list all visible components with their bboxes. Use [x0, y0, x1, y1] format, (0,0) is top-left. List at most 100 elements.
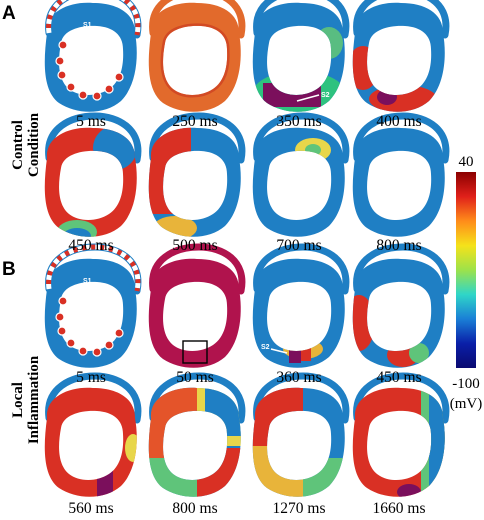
atrium-band: [149, 243, 246, 295]
wave-front: [377, 89, 397, 105]
wave-front: [305, 144, 321, 156]
condition-line-1: Control: [10, 120, 26, 170]
stim-site: [66, 338, 76, 348]
atrium-band: [353, 372, 450, 424]
time-label: 700 ms: [276, 237, 321, 254]
stim-site: [58, 40, 68, 50]
stim-dashes: [46, 0, 141, 36]
s1-label: S1: [83, 22, 92, 29]
arrow-line: [68, 284, 88, 300]
heart-frame: [148, 112, 246, 237]
time-label: 50 ms: [176, 369, 213, 386]
condition-line-2: Inflammation: [26, 355, 42, 444]
time-label: 360 ms: [276, 369, 321, 386]
atrium-band: [353, 243, 450, 295]
s2-region: [289, 341, 301, 363]
stim-site: [92, 347, 102, 357]
stim-site: [104, 340, 114, 350]
heart-frame: [252, 0, 350, 112]
stim-site: [92, 91, 102, 101]
ventricle-ring: [44, 258, 137, 368]
wave-front: [252, 446, 303, 497]
heart-frame: [252, 112, 350, 237]
heart-frame: [44, 0, 142, 112]
atrium-band: [45, 372, 142, 424]
time-label: 800 ms: [172, 500, 217, 517]
wave-front: [315, 27, 343, 59]
stim-site: [57, 70, 67, 80]
arrow-line: [86, 28, 110, 42]
colorbar-max-label: 40: [459, 154, 474, 170]
heart-frame: [352, 112, 450, 237]
atrium-band: [253, 372, 350, 424]
condition-label-a: Control Condition: [10, 112, 42, 177]
wave-front: [197, 448, 241, 497]
stim-site: [58, 296, 68, 306]
time-label: 350 ms: [276, 113, 321, 130]
condition-line-1: Local: [10, 382, 26, 418]
colorbar-min-label: -100: [452, 376, 480, 392]
wave-front: [97, 466, 113, 497]
time-label: 5 ms: [76, 113, 106, 130]
heart-frame: [252, 372, 350, 497]
wave-front: [352, 295, 375, 351]
stim-site: [55, 312, 65, 322]
ventricle-ring: [44, 387, 137, 497]
heart-frame: [352, 243, 450, 368]
wave-front: [125, 434, 137, 462]
wave-front: [409, 343, 429, 363]
inflammation-region: [182, 340, 208, 364]
heart-frame: [148, 243, 246, 368]
heart-frame: [148, 0, 246, 112]
s2-label: S2: [321, 92, 330, 99]
condition-label-b: Local Inflammation: [10, 355, 42, 444]
ventricle-ring: [44, 2, 137, 112]
wave-front: [397, 484, 421, 497]
stim-site: [114, 328, 124, 338]
wave-front: [352, 46, 379, 90]
time-label: 450 ms: [376, 369, 421, 386]
arrow-line: [68, 28, 88, 44]
time-label: 250 ms: [172, 113, 217, 130]
heart-frame: [352, 372, 450, 497]
atrium-band: [253, 0, 350, 39]
stim-site: [55, 56, 65, 66]
heart-frame: [44, 243, 142, 368]
stim-site: [66, 82, 76, 92]
heart-frame: [44, 372, 142, 497]
ventricle-ring: [352, 127, 445, 237]
stim-site: [114, 72, 124, 82]
s2-region: [263, 83, 321, 107]
panel-letter-b: B: [2, 259, 16, 280]
s2-label: S2: [261, 344, 270, 351]
stim-site: [57, 326, 67, 336]
panel-letter-a: A: [2, 3, 16, 24]
atrium-band: [149, 0, 246, 39]
ventricle-ring: [352, 258, 445, 368]
time-labels-b: 5 ms 50 ms 360 ms 450 ms 560 ms 800 ms 1…: [68, 369, 425, 517]
heart-frame: [352, 0, 450, 112]
time-label: 560 ms: [68, 500, 113, 517]
time-label: 450 ms: [68, 237, 113, 254]
arrow-line: [296, 94, 320, 102]
condition-line-2: Condition: [26, 112, 42, 177]
colorbar: 40 -100 (mV): [450, 154, 483, 412]
time-label: 400 ms: [376, 113, 421, 130]
ventricle-ring: [148, 258, 241, 368]
atrium-band: [149, 372, 246, 424]
s1-label: S1: [83, 278, 92, 285]
stim-dashes: [46, 244, 141, 292]
time-labels-a: 5 ms 250 ms 350 ms 400 ms 450 ms 500 ms …: [68, 113, 421, 254]
heart-frame: [44, 112, 142, 237]
stim-site: [78, 90, 88, 100]
stim-site: [104, 84, 114, 94]
heart-frame: [148, 372, 246, 497]
arrow-line: [86, 284, 110, 298]
inner-edge: [160, 23, 230, 98]
time-label: 1270 ms: [273, 500, 326, 517]
atrium-band: [45, 112, 142, 164]
stim-dashes: [46, 244, 141, 292]
time-label: 800 ms: [376, 237, 421, 254]
time-label: 500 ms: [172, 237, 217, 254]
